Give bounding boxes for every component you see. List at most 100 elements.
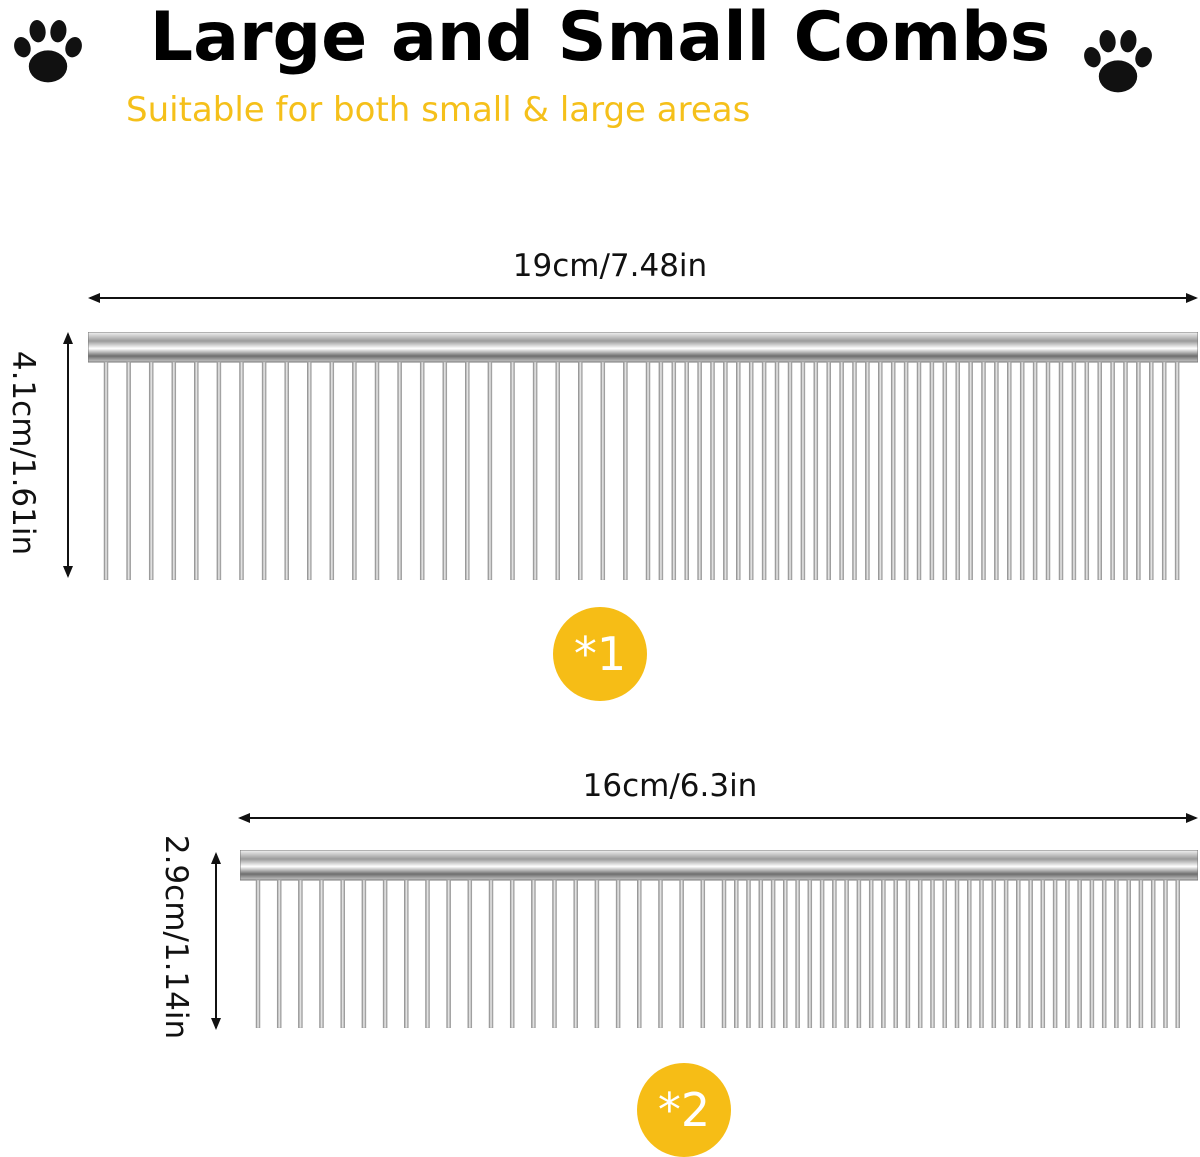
comb-tooth — [1150, 879, 1156, 1028]
comb-tooth — [425, 879, 430, 1028]
large-comb-width-arrow — [88, 293, 1198, 303]
comb-tooth — [800, 361, 806, 580]
comb-tooth — [645, 361, 651, 580]
comb-tooth — [697, 361, 702, 580]
comb-tooth — [594, 879, 600, 1028]
comb-tooth — [981, 361, 986, 580]
comb-tooth — [352, 361, 357, 580]
comb-tooth — [532, 361, 538, 580]
comb-tooth — [239, 361, 244, 580]
comb-tooth — [942, 361, 948, 580]
large-comb-height-arrow — [63, 332, 73, 578]
comb-tooth — [255, 879, 261, 1028]
comb-tooth — [890, 361, 896, 580]
comb-tooth — [942, 879, 947, 1028]
comb-tooth — [404, 879, 409, 1028]
comb-tooth — [284, 361, 289, 580]
comb-tooth — [509, 879, 515, 1028]
comb-tooth — [340, 879, 345, 1028]
comb-tooth — [807, 879, 813, 1028]
comb-tooth — [1028, 879, 1033, 1028]
small-comb-width-arrow — [238, 813, 1198, 823]
comb-tooth — [1003, 879, 1009, 1028]
comb-tooth — [761, 361, 767, 580]
large-comb-image — [88, 332, 1198, 580]
comb-tooth — [723, 361, 728, 580]
comb-tooth — [361, 879, 367, 1028]
comb-tooth — [839, 361, 844, 580]
comb-tooth — [878, 361, 883, 580]
comb-tooth — [721, 879, 727, 1028]
comb-tooth — [770, 879, 776, 1028]
comb-tooth — [1071, 361, 1077, 580]
comb-tooth — [930, 879, 935, 1028]
comb-tooth — [1097, 361, 1102, 580]
comb-tooth — [487, 361, 493, 580]
comb-tooth — [1149, 361, 1154, 580]
page-subtitle: Suitable for both small & large areas — [126, 90, 751, 130]
comb-tooth — [903, 361, 909, 580]
comb-tooth — [531, 879, 536, 1028]
comb-tooth — [1138, 879, 1144, 1028]
comb-tooth — [1101, 879, 1107, 1028]
comb-tooth — [171, 361, 177, 580]
comb-tooth — [1058, 361, 1064, 580]
comb-tooth — [813, 361, 819, 580]
comb-tooth — [465, 361, 470, 580]
comb-tooth — [1163, 879, 1168, 1028]
comb-tooth — [329, 361, 335, 580]
comb-tooth — [298, 879, 303, 1028]
small-comb-height-label: 2.9cm/1.14in — [158, 834, 194, 1040]
comb-tooth — [787, 361, 793, 580]
comb-tooth — [1174, 361, 1180, 580]
comb-tooth — [774, 361, 780, 580]
comb-tooth — [979, 879, 984, 1028]
comb-tooth — [1126, 879, 1131, 1028]
comb-tooth — [700, 879, 706, 1028]
page-title: Large and Small Combs — [149, 0, 1051, 77]
comb-tooth — [1016, 879, 1021, 1028]
comb-tooth — [1077, 879, 1082, 1028]
comb-tooth — [967, 879, 972, 1028]
comb-tooth — [1136, 361, 1141, 580]
comb-tooth — [510, 361, 515, 580]
comb-tooth — [929, 361, 935, 580]
comb-tooth — [442, 361, 448, 580]
comb-tooth — [1123, 361, 1128, 580]
comb-tooth — [148, 361, 154, 580]
comb-tooth — [658, 879, 663, 1028]
comb-tooth — [1175, 879, 1180, 1028]
comb-tooth — [1052, 879, 1058, 1028]
small-comb-quantity-badge: *2 — [637, 1063, 731, 1157]
comb-tooth — [734, 879, 739, 1028]
comb-tooth — [955, 361, 960, 580]
comb-tooth — [893, 879, 898, 1028]
comb-tooth — [1019, 361, 1025, 580]
paw-print-icon — [1078, 22, 1158, 102]
comb-tooth — [736, 361, 741, 580]
comb-tooth — [1007, 361, 1012, 580]
comb-tooth — [307, 361, 312, 580]
comb-tooth — [382, 879, 388, 1028]
large-comb-height-label: 4.1cm/1.61in — [5, 350, 41, 556]
comb-tooth — [852, 361, 857, 580]
comb-tooth — [600, 361, 606, 580]
comb-tooth — [1114, 879, 1119, 1028]
comb-tooth — [374, 361, 380, 580]
comb-tooth — [856, 879, 862, 1028]
comb-tooth — [671, 361, 677, 580]
comb-tooth — [1032, 361, 1038, 580]
small-comb-image — [240, 850, 1198, 1028]
comb-tooth — [679, 879, 684, 1028]
comb-tooth — [994, 361, 999, 580]
comb-tooth — [748, 361, 754, 580]
comb-tooth — [865, 361, 870, 580]
comb-tooth — [103, 361, 109, 580]
comb-tooth — [1161, 361, 1167, 580]
comb-tooth — [1084, 361, 1090, 580]
comb-tooth — [467, 879, 473, 1028]
comb-tooth — [968, 361, 973, 580]
comb-tooth — [658, 361, 664, 580]
comb-tooth — [1065, 879, 1070, 1028]
comb-tooth — [552, 879, 557, 1028]
